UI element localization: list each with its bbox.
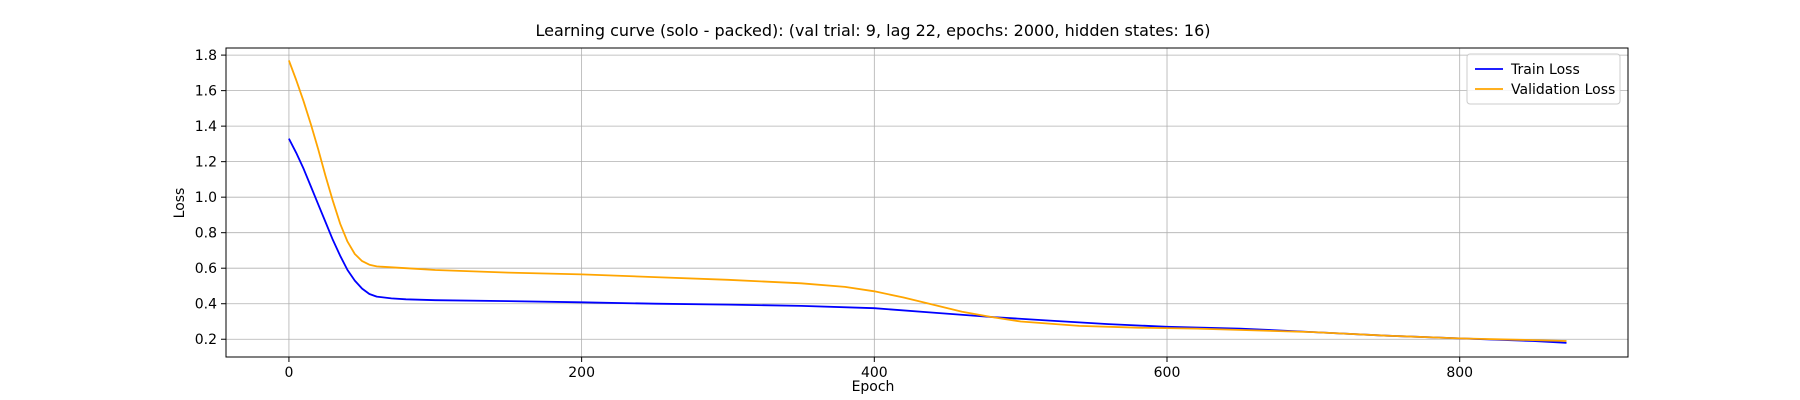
- x-axis-label: Epoch: [852, 379, 895, 395]
- y-tick-label: 1.0: [195, 190, 217, 206]
- y-tick-label: 0.4: [195, 297, 217, 313]
- x-tick-label: 800: [1446, 365, 1473, 381]
- plot-frame: [225, 47, 1629, 358]
- x-tick-label: 200: [568, 365, 595, 381]
- y-tick-label: 0.8: [195, 226, 217, 242]
- axes: 0 200 400 600 800 0.2 0.4 0.6 0.8 1.0 1.2 1.4 1.6 1.8: [195, 48, 1473, 381]
- x-tick-label: 400: [861, 365, 888, 381]
- y-axis-label: Loss: [172, 188, 188, 219]
- series-lines: [288, 60, 1567, 344]
- y-tick-label: 0.6: [195, 261, 217, 277]
- y-tick-label: 0.2: [195, 332, 217, 348]
- legend-box: [1466, 53, 1621, 105]
- legend: Train Loss Validation Loss: [1466, 53, 1621, 105]
- y-tick-label: 1.4: [195, 119, 217, 135]
- x-tick-label: 0: [284, 365, 293, 381]
- grid-lines: [226, 48, 1628, 357]
- chart-title: Learning curve (solo - packed): (val tri…: [536, 21, 1211, 40]
- legend-label-validation-loss: Validation Loss: [1511, 82, 1615, 98]
- y-tick-label: 1.6: [195, 84, 217, 100]
- legend-label-train-loss: Train Loss: [1510, 62, 1580, 78]
- x-tick-label: 600: [1154, 365, 1181, 381]
- train-loss-line: [288, 138, 1567, 344]
- y-tick-label: 1.8: [195, 48, 217, 64]
- validation-loss-line: [288, 60, 1567, 342]
- y-tick-label: 1.2: [195, 155, 217, 171]
